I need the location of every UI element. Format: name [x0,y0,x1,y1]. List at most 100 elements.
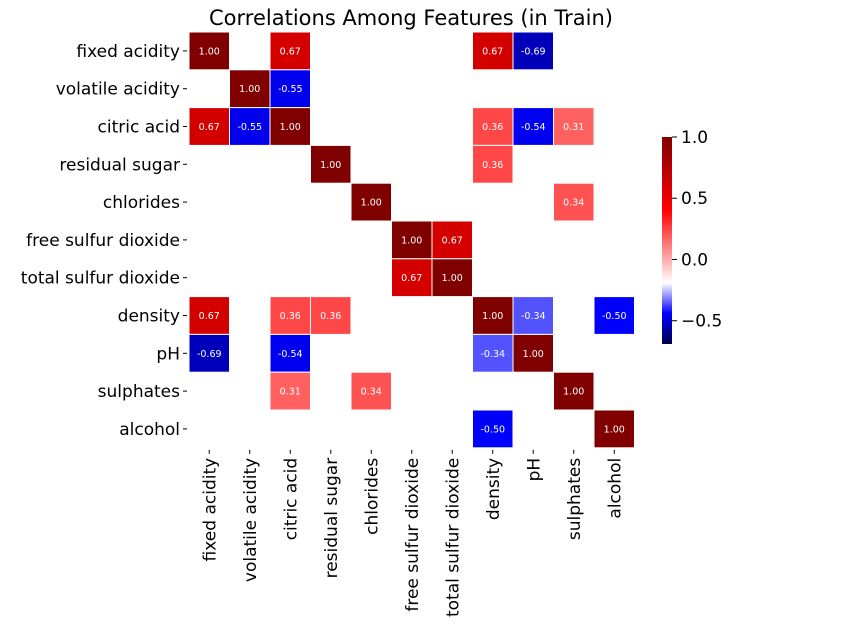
y-axis-tick-labels: fixed acidity volatile acidity citric acid… [21,42,187,440]
heatmap-cell-label: 1.00 [482,311,503,322]
heatmap-cell [391,258,433,298]
heatmap-cell-label: 1.00 [401,235,422,246]
x-tick-label: pH [524,458,544,482]
x-tick-label: total sulfur dioxide [443,458,463,617]
heatmap-cell-label: -0.69 [521,46,546,57]
heatmap-cell-label: -0.34 [521,311,546,322]
heatmap-cell-label: 1.00 [442,273,463,284]
heatmap-cell [269,107,311,146]
colorbar-gradient [662,137,672,344]
heatmap-cell [391,220,433,260]
heatmap-cell [269,333,311,373]
heatmap-cell-label: 0.31 [563,122,584,133]
heatmap-cell [553,107,595,146]
heatmap-cell [472,409,514,449]
heatmap-cell [269,371,311,411]
y-tick-label: citric acid [98,118,180,138]
heatmap-cell-label: 0.34 [361,387,382,398]
heatmap-cell-label: -0.50 [480,424,505,435]
x-axis-tick-labels: fixed acidity volatile acidity citric acid… [200,449,625,617]
heatmap-cell [431,220,473,260]
heatmap-cell [431,258,473,298]
x-tick-label: citric acid [281,458,301,540]
heatmap-cell [269,296,311,335]
heatmap-cell-label: -0.54 [521,122,546,133]
heatmap-cell-label: 0.67 [482,46,503,57]
heatmap-cell-label: 0.36 [482,122,503,133]
heatmap-cell [188,333,230,373]
heatmap-cell [310,144,352,184]
colorbar-tick-label: −0.5 [681,312,722,332]
heatmap-cell-label: 1.00 [563,387,584,398]
heatmap-cell [472,31,514,71]
x-tick-label: free sulfur dioxide [403,458,423,612]
y-tick-label: free sulfur dioxide [26,231,180,251]
y-tick-label: residual sugar [59,155,180,175]
heatmap-cell-label: -0.55 [278,84,303,95]
heatmap-cell [512,31,554,71]
colorbar-tick-label: 1.0 [681,128,708,148]
heatmap-cell [593,409,635,449]
colorbar: 1.0 0.5 0.0 −0.5 [662,128,722,344]
y-tick-label: volatile acidity [56,80,180,100]
heatmap-cell-label: 1.00 [239,84,260,95]
heatmap-cell-label: 0.67 [442,235,463,246]
heatmap-cell [512,333,554,373]
heatmap-cell [472,144,514,184]
heatmap-cell-label: -0.69 [197,349,222,360]
heatmap-cell-label: 1.00 [320,160,341,171]
heatmap-cell-label: -0.34 [480,349,505,360]
heatmap-cell-label: 0.67 [199,122,220,133]
heatmap-cell [188,107,230,146]
chart-title: Correlations Among Features (in Train) [209,6,613,30]
x-tick-label: alcohol [605,458,625,519]
colorbar-tick-label: 0.5 [681,189,708,209]
y-tick-label: pH [156,344,180,364]
heatmap-cell-label: 0.36 [320,311,341,322]
colorbar-tick-label: 0.0 [681,250,708,270]
heatmap-cell-label: -0.55 [237,122,262,133]
x-tick-label: residual sugar [322,458,342,579]
heatmap-cells: 1.00 0.67 0.67 -0.69 1.00 -0.55 0.67 -0.55 1.00 0… [188,31,635,449]
heatmap-cell-label: 0.36 [280,311,301,322]
heatmap-cell-label: 0.36 [482,160,503,171]
heatmap-cell [188,296,230,335]
y-tick-label: sulphates [98,382,180,402]
heatmap-cell [269,69,311,109]
heatmap-cell [593,296,635,335]
heatmap-cell-label: 0.67 [401,273,422,284]
heatmap-cell-label: -0.54 [278,349,303,360]
heatmap-cell [553,182,595,222]
x-tick-label: fixed acidity [200,458,220,562]
x-tick-label: density [484,458,504,520]
heatmap-cell-label: 0.67 [280,46,301,57]
x-tick-label: sulphates [565,458,585,540]
heatmap-cell [553,371,595,411]
heatmap-cell [269,31,311,71]
x-tick-label: chlorides [362,458,382,535]
y-tick-label: fixed acidity [76,42,180,62]
heatmap-cell-label: 1.00 [604,424,625,435]
heatmap-cell [229,107,271,146]
heatmap-cell-label: 0.31 [280,387,301,398]
heatmap-cell [472,333,514,373]
heatmap-cell-label: 0.34 [563,198,584,209]
heatmap-cell [310,296,352,335]
heatmap-cell [350,371,392,411]
heatmap-cell-label: 1.00 [523,349,544,360]
x-tick-label: volatile acidity [241,458,261,582]
heatmap-cell-label: 1.00 [280,122,301,133]
heatmap-cell-label: 0.67 [199,311,220,322]
heatmap-cell-label: -0.50 [602,311,627,322]
heatmap-cell [472,107,514,146]
y-tick-label: chlorides [103,193,180,213]
colorbar-ticks: 1.0 0.5 0.0 −0.5 [672,128,722,332]
y-tick-label: density [118,307,180,327]
heatmap-cell-label: 1.00 [361,198,382,209]
y-tick-label: alcohol [119,420,180,440]
heatmap-cell [350,182,392,222]
y-tick-label: total sulfur dioxide [21,269,180,289]
heatmap-cell [188,31,230,71]
heatmap-cell-label: 1.00 [199,46,220,57]
